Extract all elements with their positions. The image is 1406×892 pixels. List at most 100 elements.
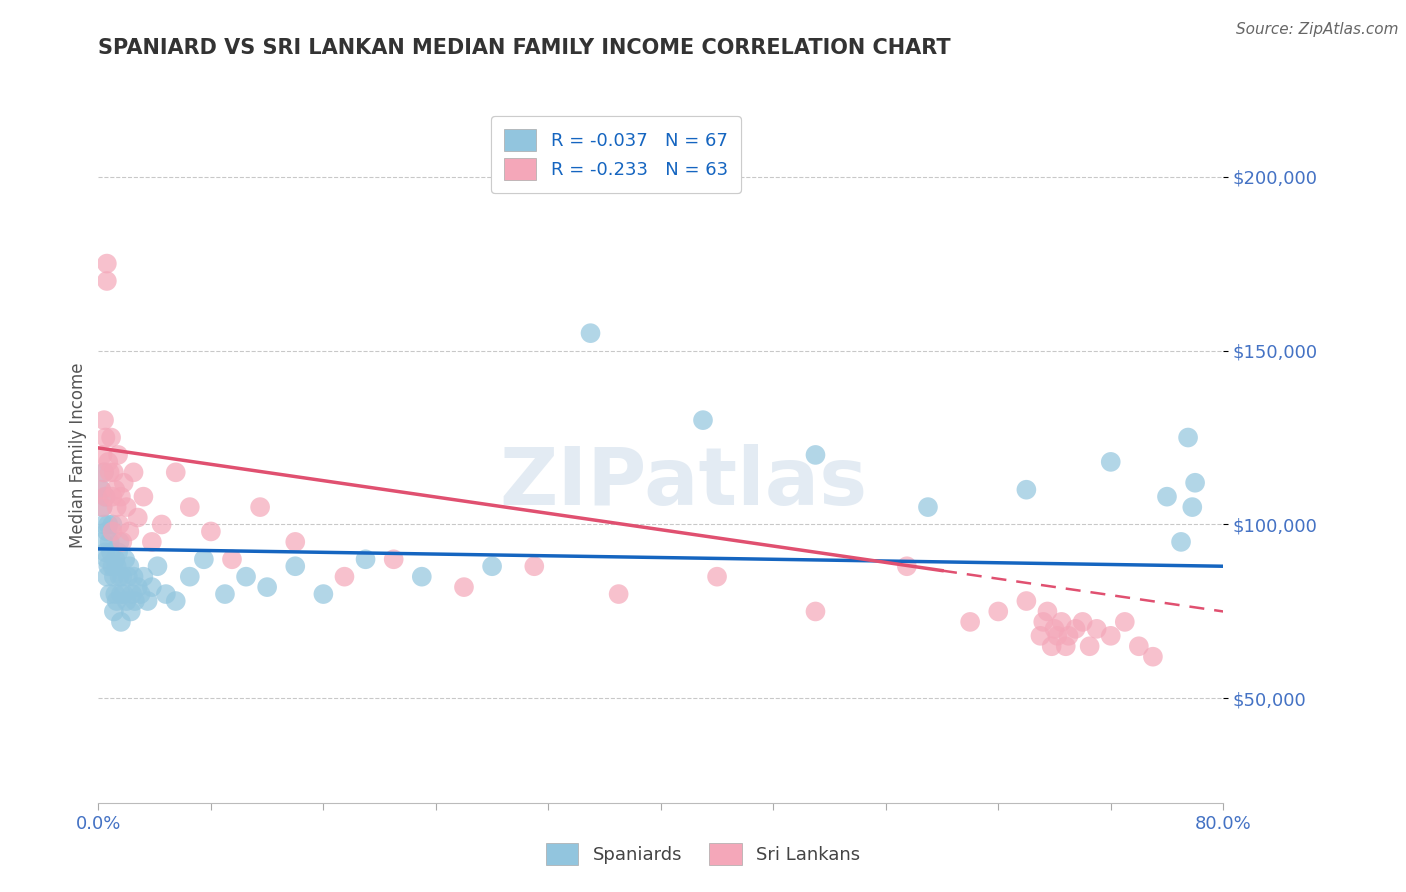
Point — [523, 559, 546, 574]
Point — [1099, 455, 1122, 469]
Point — [132, 570, 155, 584]
Legend: Spaniards, Sri Lankans: Spaniards, Sri Lankans — [537, 834, 869, 874]
Point — [959, 615, 981, 629]
Point — [96, 524, 118, 539]
Point — [104, 483, 127, 497]
Point — [312, 587, 335, 601]
Point — [91, 500, 114, 514]
Point — [706, 570, 728, 584]
Point — [354, 552, 377, 566]
Point — [91, 448, 114, 462]
Point — [1099, 629, 1122, 643]
Point — [165, 594, 187, 608]
Point — [165, 466, 187, 480]
Point — [896, 559, 918, 574]
Point — [284, 559, 307, 574]
Point — [150, 517, 173, 532]
Point — [127, 580, 149, 594]
Point — [692, 413, 714, 427]
Point — [90, 483, 112, 497]
Point — [1177, 430, 1199, 444]
Point — [93, 517, 115, 532]
Point — [481, 559, 503, 574]
Point — [249, 500, 271, 514]
Point — [179, 570, 201, 584]
Point — [94, 490, 117, 504]
Point — [1071, 615, 1094, 629]
Point — [1114, 615, 1136, 629]
Point — [103, 466, 125, 480]
Point — [1043, 622, 1066, 636]
Point — [987, 605, 1010, 619]
Point — [101, 524, 124, 539]
Point — [804, 605, 827, 619]
Point — [214, 587, 236, 601]
Point — [104, 587, 127, 601]
Point — [1046, 629, 1069, 643]
Point — [1054, 639, 1077, 653]
Point — [193, 552, 215, 566]
Point — [93, 466, 115, 480]
Point — [804, 448, 827, 462]
Point — [96, 274, 118, 288]
Point — [1181, 500, 1204, 514]
Point — [101, 490, 124, 504]
Point — [1015, 594, 1038, 608]
Text: ZIPatlas: ZIPatlas — [499, 443, 868, 522]
Point — [110, 587, 132, 601]
Point — [100, 430, 122, 444]
Point — [1015, 483, 1038, 497]
Point — [91, 500, 114, 514]
Point — [97, 559, 120, 574]
Point — [1040, 639, 1063, 653]
Point — [155, 587, 177, 601]
Point — [118, 524, 141, 539]
Point — [579, 326, 602, 340]
Point — [91, 534, 114, 549]
Point — [108, 534, 131, 549]
Point — [1184, 475, 1206, 490]
Point — [111, 534, 134, 549]
Point — [127, 510, 149, 524]
Point — [129, 587, 152, 601]
Point — [221, 552, 243, 566]
Point — [382, 552, 405, 566]
Point — [96, 552, 118, 566]
Point — [107, 545, 129, 559]
Point — [108, 517, 131, 532]
Point — [179, 500, 201, 514]
Point — [122, 570, 145, 584]
Point — [108, 570, 131, 584]
Point — [107, 448, 129, 462]
Point — [1170, 534, 1192, 549]
Point — [115, 500, 138, 514]
Point — [93, 413, 115, 427]
Point — [94, 545, 117, 559]
Point — [607, 587, 630, 601]
Point — [121, 587, 143, 601]
Point — [256, 580, 278, 594]
Point — [94, 430, 117, 444]
Point — [1064, 622, 1087, 636]
Point — [136, 594, 159, 608]
Point — [1029, 629, 1052, 643]
Text: SPANIARD VS SRI LANKAN MEDIAN FAMILY INCOME CORRELATION CHART: SPANIARD VS SRI LANKAN MEDIAN FAMILY INC… — [98, 38, 950, 58]
Point — [111, 570, 134, 584]
Point — [114, 552, 136, 566]
Point — [97, 455, 120, 469]
Point — [1036, 605, 1059, 619]
Point — [112, 475, 135, 490]
Point — [1032, 615, 1054, 629]
Point — [200, 524, 222, 539]
Point — [132, 490, 155, 504]
Point — [101, 559, 124, 574]
Point — [333, 570, 356, 584]
Point — [917, 500, 939, 514]
Point — [104, 552, 127, 566]
Point — [141, 534, 163, 549]
Point — [235, 570, 257, 584]
Point — [103, 570, 125, 584]
Point — [124, 594, 146, 608]
Point — [1156, 490, 1178, 504]
Point — [120, 605, 142, 619]
